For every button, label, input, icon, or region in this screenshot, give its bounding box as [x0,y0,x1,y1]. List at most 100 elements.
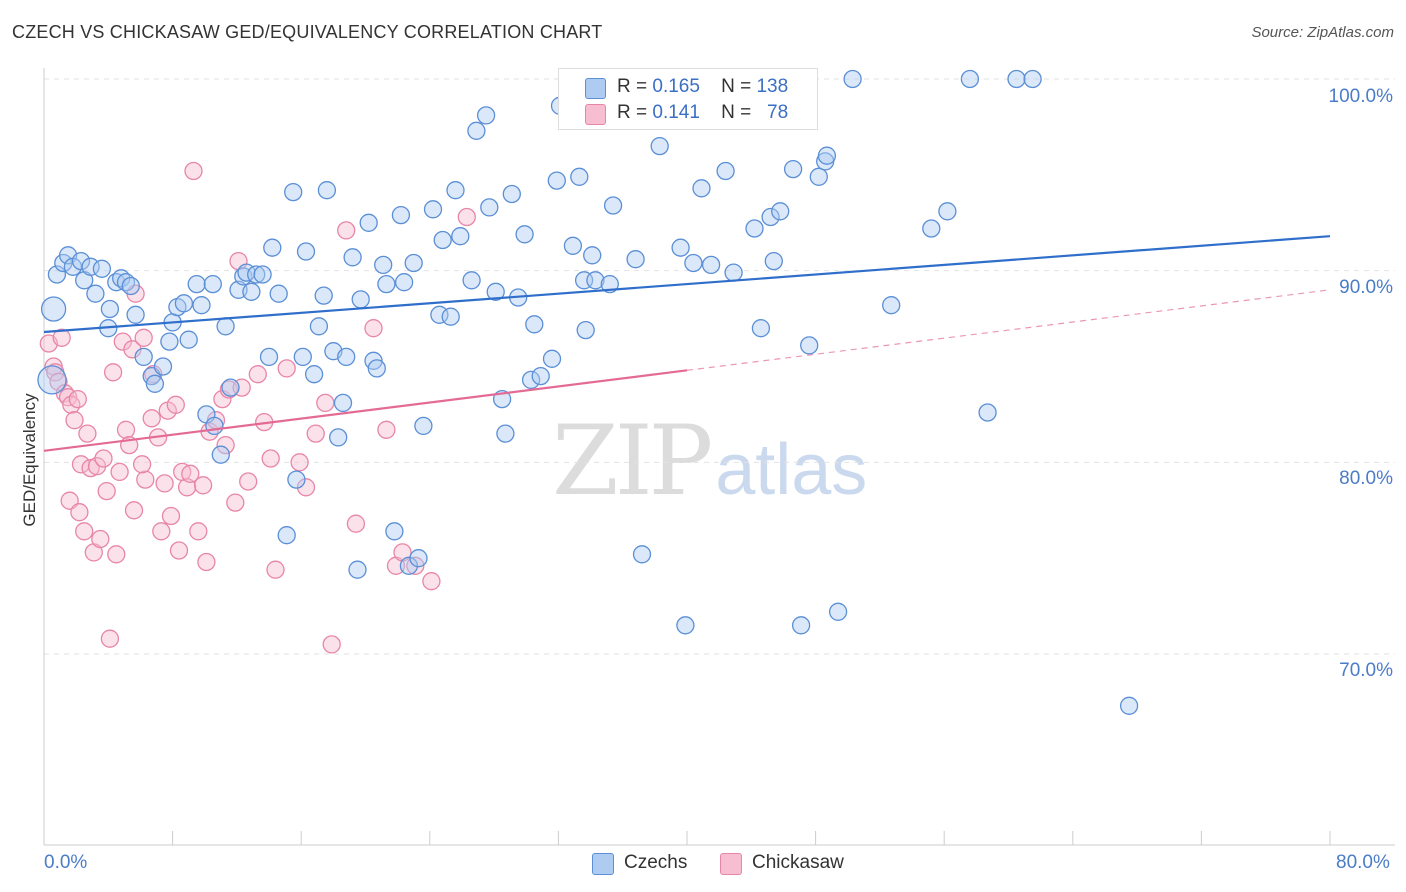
czechs-point [81,257,100,276]
czechs-point [247,265,266,284]
legend-swatch-chickasaw [585,104,606,125]
czechs-point [745,219,764,238]
watermark-atlas: atlas [715,430,868,510]
czechs-point [515,225,534,244]
czechs-point [433,230,452,250]
chickasaw-point [322,635,341,654]
czechs-point [542,349,562,368]
chickasaw-point [177,478,197,497]
czechs-point [385,522,404,541]
czechs-point [570,167,589,186]
chickasaw-point [65,411,84,430]
czechs-point [446,181,465,200]
czechs-point [187,274,206,294]
czechs-point [37,365,67,395]
czechs-point [314,286,333,305]
czechs-point [399,556,419,575]
czechs-point [467,121,486,140]
chickasaw-trend-line [43,369,688,452]
chickasaw-point [290,453,309,472]
chickasaw-point [134,328,153,347]
czechs-point [221,378,240,397]
czechs-point [809,167,828,186]
czechs-point [496,424,515,443]
czechs-point [296,242,316,261]
x-tick-label-max: 80.0% [1336,852,1390,873]
chickasaw-point [193,476,213,495]
chickasaw-trend-extension [686,289,1331,371]
czechs-point [269,284,288,303]
chickasaw-point [266,560,285,579]
czechs-point [684,253,703,273]
czechs-point [377,274,396,294]
czechs-point [626,250,645,269]
czechs-point [882,296,901,315]
czechs-point [451,227,470,246]
chickasaw-point [422,572,441,591]
czechs-point [253,265,272,284]
czechs-point [502,184,521,204]
czechs-point [430,305,449,324]
chickasaw-point [197,552,216,572]
chickasaw-point [152,522,171,541]
chickasaw-point [124,501,144,520]
n-label: N = [721,76,752,97]
chickasaw-point [161,506,181,526]
chickasaw-point [136,470,155,489]
czechs-point [121,276,140,296]
chickasaw-point [216,435,235,455]
czechs-point [317,181,337,200]
czechs-point [359,213,378,232]
czechs-point [287,470,306,489]
chickasaw-point [155,474,174,493]
czechs-point [374,255,393,275]
czechs-point [211,445,230,464]
czechs-point [343,248,362,267]
chickasaw-point [103,363,123,382]
czechs-point [521,370,541,390]
czechs-points [37,69,1139,715]
czechs-point [724,263,743,282]
czechs-point [47,265,67,284]
czechs-point [242,282,261,301]
czechs-point [391,205,411,225]
czechs-trend-line [43,235,1331,334]
czechs-point [284,182,303,202]
chickasaw-point [277,359,296,378]
axes [43,68,1395,846]
r-label: R = [617,102,648,123]
chickasaw-point [166,395,185,414]
chart-title: CZECH VS CHICKASAW GED/EQUIVALENCY CORRE… [12,22,603,42]
czechs-point [333,393,353,413]
czechs-point [800,336,819,355]
czechs-point [126,305,145,324]
chickasaw-point [94,449,113,468]
chickasaw-point [346,514,366,533]
chickasaw-point [81,458,100,478]
bottom-legend-label-chickasaw: Chickasaw [752,852,844,873]
chickasaw-point [226,493,245,512]
watermark: ZIPatlas [552,405,867,517]
chickasaw-point [261,449,280,468]
czechs-point [192,296,211,315]
czechs-point [203,274,222,294]
czechs-point [476,106,496,125]
czechs-point [293,347,312,367]
czechs-point [394,273,414,292]
chickasaw-point [71,455,91,474]
chickasaw-point [113,332,132,351]
czechs-point [701,255,721,275]
chickasaw-points [39,161,476,654]
n-value: 138 [756,76,789,97]
czechs-point [576,320,595,340]
czechs-point [692,179,711,198]
czechs-point [423,200,443,219]
legend-text-czechs: R = 0.165 N = 138 [617,76,788,98]
czechs-point [329,428,348,447]
legend-swatch-czechs [585,78,606,99]
czechs-point [938,202,957,221]
czechs-point [1007,69,1026,89]
czechs-point [676,616,695,635]
czechs-point [632,545,652,564]
czechs-point [978,403,997,422]
